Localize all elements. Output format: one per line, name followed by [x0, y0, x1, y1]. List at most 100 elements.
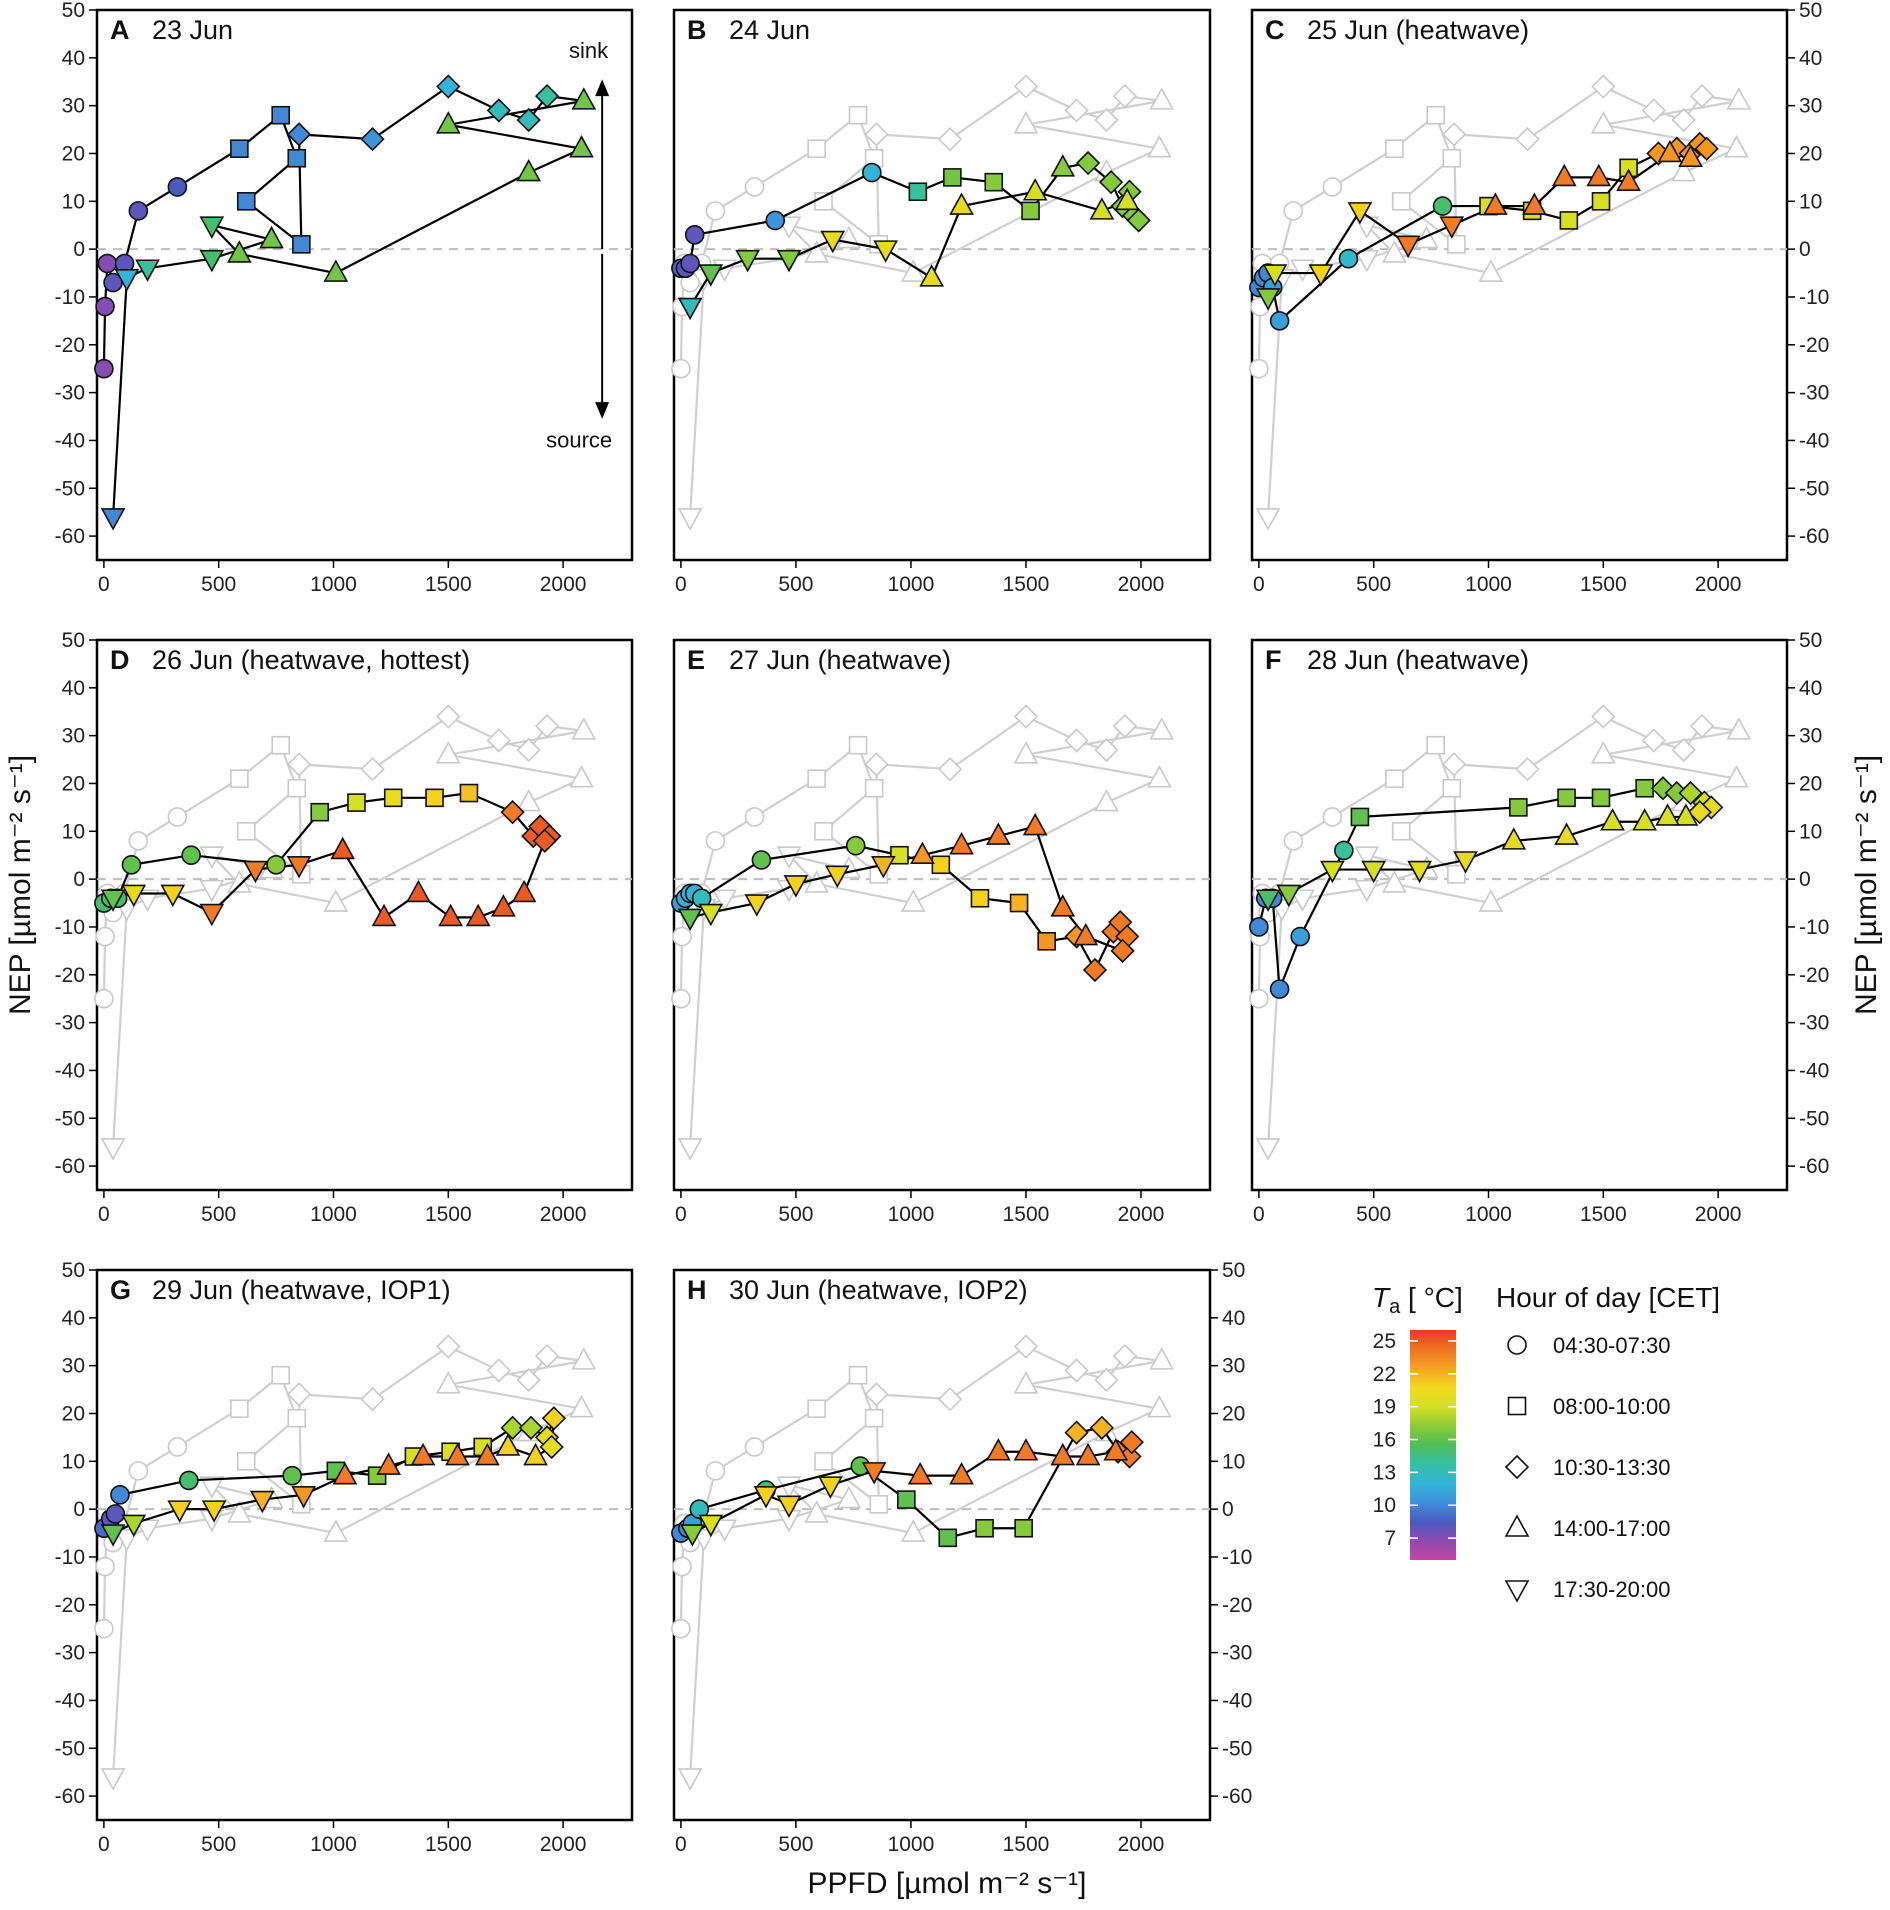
x-tick-label: 1500 — [1580, 573, 1627, 596]
reference-marker — [1094, 788, 1119, 812]
data-point — [1439, 216, 1465, 239]
reference-marker — [486, 728, 511, 753]
data-point — [818, 1476, 843, 1499]
data-point — [1501, 827, 1527, 850]
y-tick-label-right: -20 — [1799, 334, 1829, 357]
y-tick-label: 30 — [62, 1355, 85, 1378]
y-tick-label: -50 — [55, 1737, 85, 1760]
reference-marker — [671, 988, 691, 1009]
reference-marker — [271, 1365, 290, 1385]
reference-marker — [1094, 737, 1119, 763]
reference-marker — [1013, 111, 1039, 134]
data-point — [1255, 889, 1281, 912]
panel-title: 24 Jun — [729, 15, 810, 45]
data-point — [569, 135, 594, 158]
reference-marker — [937, 756, 963, 782]
x-tick-label: 2000 — [1695, 1203, 1742, 1226]
reference-marker — [128, 1461, 149, 1481]
data-point — [1022, 812, 1048, 836]
data-point — [376, 1452, 401, 1475]
data-point — [1073, 922, 1099, 946]
y-tick-label: 20 — [62, 772, 85, 795]
data-point — [160, 884, 186, 908]
reference-marker — [864, 752, 889, 777]
data-point — [873, 240, 898, 263]
y-tick-label: -10 — [55, 916, 85, 939]
reference-marker — [848, 1365, 868, 1385]
reference-marker — [869, 1495, 889, 1514]
y-tick-label: 40 — [62, 47, 85, 70]
y-tick-label-right: 20 — [1222, 1402, 1245, 1425]
x-tick-label: 2000 — [540, 1833, 587, 1856]
reference-marker — [1013, 1371, 1039, 1394]
reference-marker — [227, 870, 252, 893]
reference-marker — [1249, 358, 1269, 379]
y-tick-label-right: 20 — [1799, 142, 1822, 165]
y-tick-label: 20 — [62, 1402, 85, 1425]
reference-marker — [1441, 122, 1467, 147]
legend-square-icon — [1507, 1396, 1527, 1416]
data-point — [167, 177, 188, 197]
reference-marker — [534, 1343, 560, 1369]
reference-marker — [1426, 735, 1445, 755]
data-point — [491, 894, 516, 917]
x-axis-label: PPFD [µmol m⁻² s⁻¹] — [808, 1867, 1087, 1900]
reference-marker — [1249, 988, 1269, 1009]
data-point — [744, 894, 770, 917]
data-point — [436, 74, 461, 99]
reference-marker — [677, 508, 703, 531]
data-point — [518, 1415, 544, 1440]
x-tick-label: 500 — [201, 573, 236, 596]
data-point — [753, 1485, 779, 1509]
data-point — [516, 107, 541, 133]
data-point — [199, 216, 225, 239]
y-tick-label-right: 10 — [1799, 820, 1822, 843]
hour-legend-title: Hour of day [CET] — [1496, 1282, 1720, 1313]
data-point — [259, 225, 284, 249]
data-point — [845, 835, 866, 856]
panel-letter: E — [687, 645, 705, 675]
reference-marker — [100, 1768, 126, 1791]
reference-marker — [1671, 158, 1697, 182]
panel-f: 0 500 1000 1500 2000 50 40 30 20 10 0 -10 -20 -30 -40 -… — [1249, 629, 1829, 1226]
y-tick-label-right: -30 — [1799, 1012, 1829, 1035]
reference-marker — [864, 122, 889, 147]
data-point — [1483, 192, 1508, 215]
data-point — [1687, 800, 1712, 825]
reference-marker — [1590, 741, 1616, 764]
reference-marker — [1290, 259, 1315, 282]
reference-marker — [1290, 889, 1315, 912]
data-point — [1600, 808, 1625, 831]
y-tick-label: -30 — [55, 1012, 85, 1035]
sink-arrow-head — [595, 79, 610, 97]
data-point — [227, 240, 252, 263]
y-tick-label: -20 — [55, 334, 85, 357]
reference-marker — [230, 769, 249, 788]
data-point — [323, 259, 349, 282]
data-point — [292, 235, 311, 254]
reference-marker — [1382, 240, 1407, 263]
x-tick-label: 0 — [98, 573, 110, 596]
data-point — [271, 105, 290, 125]
sink-label: sink — [569, 38, 609, 63]
y-tick-label-right: -50 — [1222, 1737, 1252, 1760]
reference-marker — [94, 1618, 114, 1639]
data-point — [984, 172, 1004, 192]
reference-marker — [135, 889, 160, 912]
y-tick-label: 40 — [62, 1307, 85, 1330]
data-point — [266, 854, 286, 875]
data-point — [310, 802, 330, 822]
data-point — [1509, 798, 1528, 817]
reference-marker — [1149, 87, 1175, 110]
data-point — [698, 264, 724, 287]
reference-marker — [227, 1500, 252, 1523]
x-tick-label: 500 — [778, 1203, 813, 1226]
panel-a: 0 500 1000 1500 2000 50 40 30 20 10 0 -10 -20 -30 -40 -… — [55, 0, 634, 596]
data-point — [1635, 778, 1654, 798]
reference-marker — [1112, 83, 1138, 109]
panel-letter: F — [1265, 645, 1282, 675]
panels-layer: 0 500 1000 1500 200050403020100-10-20-30-40-… — [55, 0, 1830, 1856]
panel-letter: C — [1265, 15, 1285, 45]
reference-marker — [236, 1452, 256, 1471]
reference-marker — [804, 870, 829, 893]
